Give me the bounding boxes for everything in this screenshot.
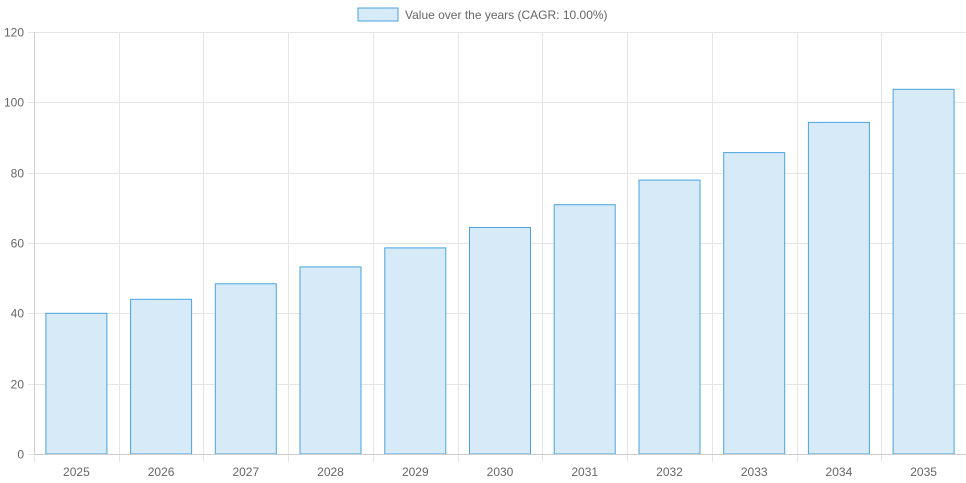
grid-lines: [34, 32, 966, 462]
legend-label[interactable]: Value over the years (CAGR: 10.00%): [405, 8, 608, 22]
x-tick-label: 2032: [656, 465, 683, 479]
bar-2031[interactable]: [553, 204, 616, 455]
y-tick-label: 0: [17, 448, 24, 462]
legend[interactable]: Value over the years (CAGR: 10.00%): [357, 7, 608, 22]
x-tick-label: 2027: [232, 465, 259, 479]
x-tick-label: 2031: [571, 465, 598, 479]
y-tick-label: 120: [4, 26, 24, 40]
x-tick-label: 2030: [487, 465, 514, 479]
bar-2026[interactable]: [130, 298, 193, 455]
y-tick-label: 60: [11, 237, 25, 251]
y-tick-label: 20: [11, 378, 25, 392]
bar-2034[interactable]: [807, 121, 870, 455]
x-tick-label: 2026: [148, 465, 175, 479]
bar-2035[interactable]: [892, 88, 955, 455]
x-tick-label: 2033: [741, 465, 768, 479]
x-tick-label: 2035: [910, 465, 937, 479]
bar-2027[interactable]: [214, 283, 277, 455]
legend-swatch[interactable]: [357, 7, 399, 22]
x-tick-label: 2028: [317, 465, 344, 479]
bar-2025[interactable]: [45, 312, 108, 455]
x-tick-label: 2025: [63, 465, 90, 479]
x-tick-label: 2034: [826, 465, 853, 479]
x-tick-label: 2029: [402, 465, 429, 479]
bar-2028[interactable]: [299, 266, 362, 455]
y-tick-label: 40: [11, 307, 25, 321]
axes: 0 20 40 60 80 100 120 2025 2026 2027 2028 2029 2030 2…: [4, 26, 966, 479]
bars: [45, 88, 955, 455]
y-tick-label: 100: [4, 96, 24, 110]
y-tick-label: 80: [11, 167, 25, 181]
bar-2033[interactable]: [723, 152, 786, 455]
bar-2032[interactable]: [638, 179, 701, 455]
bar-2030[interactable]: [469, 227, 531, 455]
bar-2029[interactable]: [384, 247, 447, 455]
